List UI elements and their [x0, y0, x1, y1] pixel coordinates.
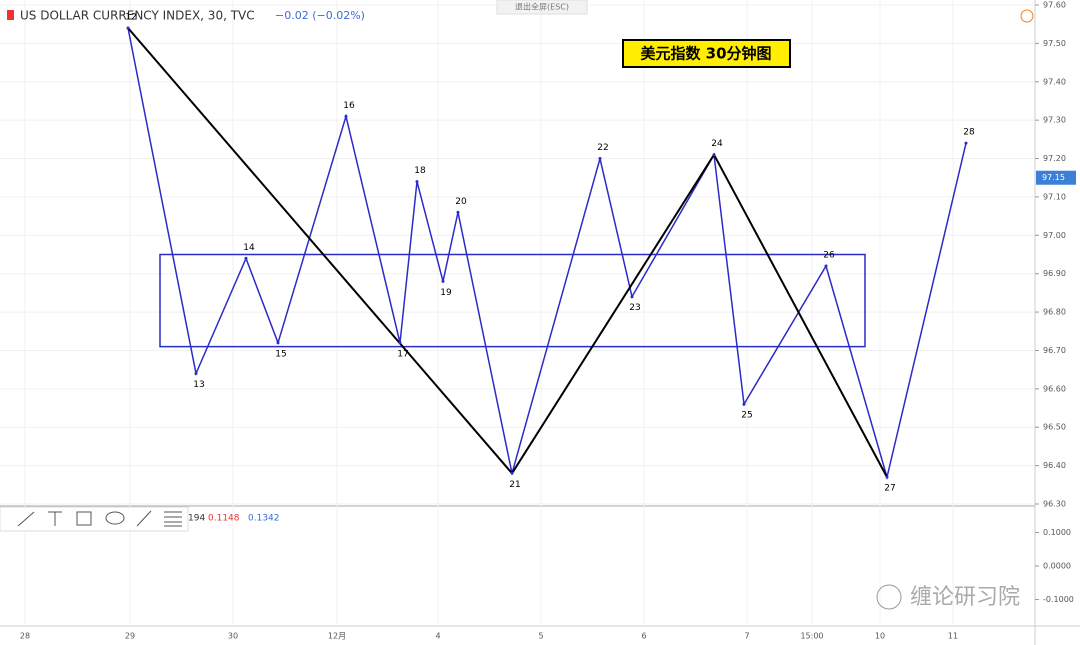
chart-title: US DOLLAR CURRENCY INDEX, 30, TVC [20, 9, 255, 23]
pivot-point [964, 141, 968, 145]
pivot-point [276, 341, 280, 345]
pivot-label: 19 [440, 288, 452, 298]
price-change: −0.02 (−0.02%) [275, 9, 365, 22]
y-tick-label: 96.70 [1043, 346, 1066, 355]
exit-button[interactable] [496, 0, 588, 15]
pivot-point [126, 26, 130, 30]
pivot-label: 14 [243, 243, 255, 253]
pivot-point [456, 210, 460, 214]
pivot-point [630, 295, 634, 299]
x-tick-label: 4 [435, 632, 440, 641]
pivot-label: 15 [275, 349, 286, 359]
y-tick-label: 97.50 [1043, 39, 1066, 48]
pivot-point [415, 180, 419, 184]
pivot-label: 17 [397, 349, 408, 359]
y-tick-label: 97.60 [1043, 1, 1066, 10]
pivot-point [742, 402, 746, 406]
x-tick-label: 15:00 [800, 632, 823, 641]
tool-ray[interactable] [136, 510, 152, 527]
pivot-label: 12 [125, 13, 136, 23]
pivot-point [510, 471, 514, 475]
x-tick-label: 6 [641, 632, 646, 641]
watermark: 缠论研习院 [910, 585, 1020, 610]
last-price-box [1036, 170, 1076, 185]
pivot-point [398, 341, 402, 345]
pivot-zone [159, 253, 866, 348]
pivot-label: 28 [963, 128, 975, 138]
pivot-label: 20 [455, 197, 467, 207]
tool-text[interactable] [48, 511, 62, 526]
pivot-label: 13 [193, 380, 204, 390]
macd-label: 0.1148 [208, 514, 240, 524]
pivot-label: 27 [884, 484, 895, 494]
y-tick-label: 97.30 [1043, 116, 1066, 125]
pivot-label: 26 [823, 251, 835, 261]
tool-line[interactable] [17, 511, 35, 527]
y-tick-label: 97.00 [1043, 231, 1066, 240]
y-tick-label: 96.30 [1043, 500, 1066, 509]
pivot-label: 16 [343, 101, 355, 111]
pivot-point [598, 157, 602, 161]
tool-ellipse[interactable] [105, 511, 125, 525]
pivot-label: 21 [509, 480, 520, 490]
info-icon[interactable] [1020, 9, 1034, 23]
y-tick-label: 97.10 [1043, 192, 1066, 201]
pivot-point [885, 475, 889, 479]
x-tick-label: 7 [744, 632, 749, 641]
macd-y-tick-label: -0.1000 [1043, 595, 1074, 604]
exit-text: 退出全屏(ESC) [515, 2, 569, 12]
y-tick-label: 96.40 [1043, 461, 1066, 470]
y-tick-label: 96.60 [1043, 384, 1066, 393]
last-price-label: 97.15 [1042, 173, 1065, 182]
segment-zigzag [127, 27, 888, 478]
macd-y-tick-label: 0.1000 [1043, 528, 1071, 537]
x-tick-label: 5 [538, 632, 543, 641]
pivot-label: 22 [597, 143, 608, 153]
x-tick-label: 11 [948, 632, 958, 641]
pivot-label: 18 [414, 166, 426, 176]
annotation-text: 美元指数 30分钟图 [640, 45, 771, 63]
x-tick-label: 30 [228, 632, 238, 641]
pivot-point [824, 264, 828, 268]
pivot-label: 25 [741, 411, 752, 421]
pivot-label: 23 [629, 303, 640, 313]
y-tick-label: 96.90 [1043, 269, 1066, 278]
annotation-box [622, 39, 791, 68]
macd-y-tick-label: 0.0000 [1043, 562, 1071, 571]
x-tick-label: 12月 [328, 632, 346, 641]
pivot-point [244, 256, 248, 260]
y-tick-label: 96.80 [1043, 308, 1066, 317]
pivot-point [441, 279, 445, 283]
macd-label: 194 [188, 514, 205, 524]
tool-rect[interactable] [76, 511, 92, 526]
x-tick-label: 28 [20, 632, 30, 641]
pivot-point [712, 153, 716, 157]
watermark-icon [876, 584, 902, 610]
toolbar-bg [0, 506, 189, 532]
pivot-point [194, 371, 198, 375]
x-tick-label: 10 [875, 632, 885, 641]
pivot-label: 24 [711, 139, 723, 149]
pivot-point [344, 114, 348, 118]
y-tick-label: 97.40 [1043, 77, 1066, 86]
y-tick-label: 96.50 [1043, 423, 1066, 432]
flag-icon [7, 10, 14, 20]
x-tick-label: 29 [125, 632, 135, 641]
tool-fib[interactable] [164, 511, 182, 527]
y-tick-label: 97.20 [1043, 154, 1066, 163]
macd-label: 0.1342 [248, 514, 280, 524]
toolbar [0, 506, 189, 532]
